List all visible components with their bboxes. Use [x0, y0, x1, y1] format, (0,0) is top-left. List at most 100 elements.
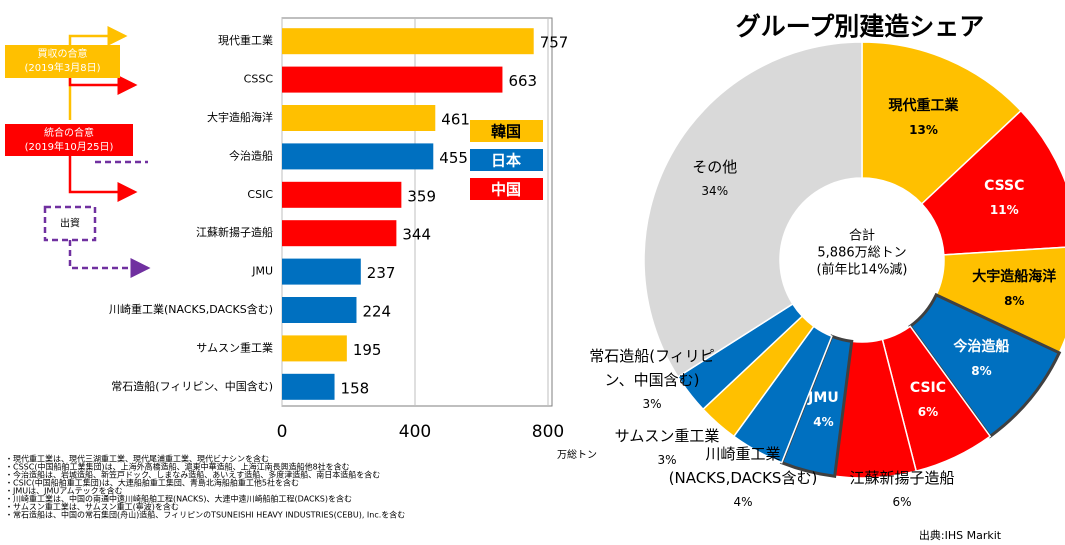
- x-axis-label: 万総トン: [557, 448, 597, 461]
- annotation-date: (2019年3月8日): [25, 61, 101, 74]
- pie-label-value: 4%: [733, 495, 753, 509]
- bar: [282, 181, 402, 208]
- pie-label-name: 今治造船: [953, 338, 1010, 355]
- chart-title: グループ別建造シェア: [736, 12, 985, 41]
- pie-label: 江蘇新揚子造船 6%: [837, 466, 967, 514]
- legend-swatch: [470, 149, 543, 171]
- y-tick-label: CSIC: [247, 188, 273, 201]
- y-tick-label: 大宇造船海洋: [207, 110, 273, 124]
- data-label: 757: [540, 34, 569, 52]
- pie-label: 今治造船 8%: [916, 335, 1046, 383]
- annotation-box: [5, 124, 133, 156]
- annotation-date: (2019年10月25日): [25, 140, 114, 153]
- annotation-text: 買収の合意: [38, 47, 88, 60]
- bar: [282, 335, 347, 362]
- footnote: ・JMUは、JMUアムテックを含む: [5, 486, 123, 496]
- y-tick-label: 現代重工業: [218, 33, 273, 47]
- legend-swatch: [470, 120, 543, 142]
- y-tick-label: 江蘇新揚子造船: [196, 225, 273, 239]
- footnote: ・川崎重工業は、中国の南通中遠川崎船舶工程(NACKS)、大連中遠川崎船舶工程(…: [5, 494, 352, 504]
- y-tick-label: サムスン重工業: [196, 340, 273, 354]
- bar: [282, 105, 436, 131]
- center-text: 合計: [849, 228, 875, 244]
- bar: [282, 373, 335, 400]
- pie-label-name: 川崎重工業(NACKS,DACKS含む): [668, 445, 818, 487]
- data-label: 224: [362, 303, 391, 321]
- annotation-box: [5, 45, 120, 78]
- pie-label-name: 大宇造船海洋: [972, 269, 1057, 286]
- pie-label: 常石造船(フィリピン、中国含む) 3%: [582, 344, 722, 416]
- annotation-box: [43, 205, 97, 242]
- pie-label: 現代重工業 13%: [859, 94, 989, 142]
- pie-label-name: その他: [692, 158, 738, 177]
- pie-label-name: CSSC: [984, 178, 1025, 195]
- bar: [282, 297, 357, 323]
- footnote: ・現代重工業は、現代三湖重工業、現代尾浦重工業、現代ビナシンを含む: [5, 454, 269, 464]
- y-tick-label: CSSC: [244, 73, 274, 86]
- footnote: ・CSSC(中国船舶工業集団)は、上海外高橋造船、滬東中華造船、上海江南長興造船…: [5, 462, 350, 472]
- legend-label: 日本: [491, 152, 521, 170]
- pie-label-name: 江蘇新揚子造船: [849, 469, 955, 487]
- source: 出典:IHS Markit: [919, 528, 1002, 542]
- annotation-text: 統合の合意: [44, 126, 94, 139]
- pie-label-name: 現代重工業: [888, 97, 959, 114]
- arrows: [68, 26, 151, 278]
- pie-slice: [861, 41, 1022, 205]
- bar: [282, 66, 503, 93]
- pie-label-value: 8%: [971, 363, 992, 378]
- bar: [282, 258, 361, 285]
- footnote: ・今治造船は、岩城造船、新笠戸ドック、しまなみ造船、あいえす造船、多度津造船、南…: [5, 470, 380, 480]
- pie-label: 川崎重工業(NACKS,DACKS含む) 4%: [653, 442, 833, 514]
- pie-label-name: JMU: [808, 390, 839, 407]
- pie-label-value: 4%: [813, 415, 834, 430]
- data-label: 158: [341, 379, 370, 397]
- footnote: ・常石造船は、中国の常石集団(舟山)造船、フィリピンのTSUNEISHI HEA…: [5, 510, 405, 520]
- data-label: 455: [439, 149, 468, 167]
- y-tick-label: 今治造船: [229, 148, 273, 162]
- bar: [282, 28, 534, 55]
- pie-label-value: 6%: [917, 405, 939, 420]
- legend-label: 中国: [491, 181, 521, 199]
- bar: [282, 143, 434, 170]
- pie-slice: [643, 41, 863, 378]
- pie-label: CSSC 11%: [939, 174, 1065, 222]
- pie-label: その他 34%: [650, 155, 780, 203]
- x-tick-label: 800: [532, 422, 564, 442]
- pie-label: JMU 4%: [758, 386, 888, 434]
- pie-label-value: 34%: [701, 184, 729, 199]
- pie-label: 大宇造船海洋 8%: [949, 265, 1065, 313]
- pie-label-value: 3%: [657, 453, 677, 467]
- bar: [282, 220, 397, 247]
- pie-label: CSIC 6%: [863, 376, 993, 424]
- annotation-text: 出資: [60, 217, 80, 230]
- pie-label-value: 3%: [642, 397, 662, 411]
- data-label: 461: [441, 111, 470, 129]
- y-tick-label: 川崎重工業(NACKS,DACKS含む): [109, 302, 273, 316]
- data-label: 195: [353, 341, 382, 359]
- pie-label-value: 6%: [892, 495, 912, 509]
- footnote: ・CSIC(中国船舶重工集団)は、大連船舶重工集団、青島北海船舶重工他5社を含む: [5, 478, 299, 488]
- center-text: (前年比14%減): [816, 262, 907, 278]
- footnote: ・サムスン重工業は、サムスン重工(寧波)を含む: [5, 502, 179, 512]
- legend-label: 韓国: [491, 123, 521, 141]
- data-label: 344: [402, 226, 431, 244]
- center-text: 5,886万総トン: [817, 246, 906, 261]
- pie-slice: [920, 109, 1065, 256]
- y-tick-label: 常石造船(フィリピン、中国含む): [111, 379, 273, 393]
- pie-label-value: 11%: [989, 203, 1019, 218]
- y-tick-label: JMU: [251, 265, 273, 278]
- data-label: 237: [367, 264, 396, 282]
- x-tick-label: 0: [277, 422, 288, 442]
- pie-label-name: CSIC: [909, 380, 947, 397]
- pie-label-name: 常石造船(フィリピン、中国含む): [589, 347, 715, 389]
- pie-label-value: 8%: [1004, 294, 1025, 309]
- pie-label-value: 13%: [909, 122, 938, 137]
- legend-swatch: [470, 178, 543, 200]
- data-label: 359: [407, 187, 436, 205]
- pie-label-name: サムスン重工業: [614, 427, 720, 445]
- data-label: 663: [508, 72, 537, 90]
- x-tick-label: 400: [399, 422, 431, 442]
- pie-label: サムスン重工業 3%: [602, 424, 732, 472]
